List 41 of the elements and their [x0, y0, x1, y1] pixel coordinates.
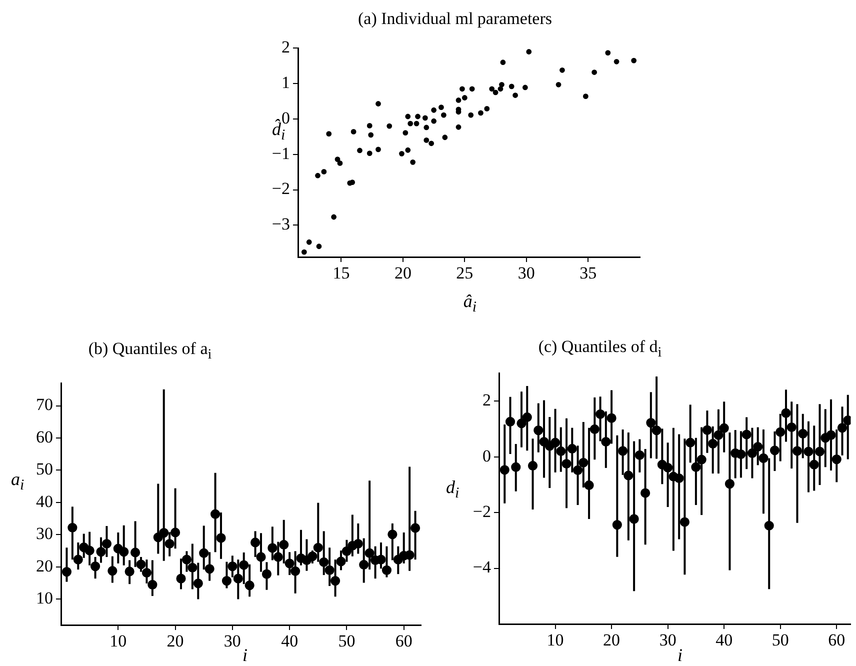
y-tick-label: 2 [282, 38, 290, 57]
x-tick-label: 20 [603, 630, 620, 650]
x-tick-label: 35 [580, 264, 597, 283]
y-tick-label: 0 [482, 446, 491, 466]
chart-title: (c) Quantiles of d$_{i}$ [538, 337, 662, 360]
x-tick-label: 10 [110, 632, 127, 651]
x-tick-label: 30 [224, 632, 241, 651]
y-tick-label: −2 [472, 502, 491, 521]
x-axis-title: i [242, 645, 248, 665]
x-tick-label: 30 [518, 264, 535, 283]
chart-title: (b) Quantiles of a$_{i}$ [88, 339, 212, 362]
y-tick-label: 30 [36, 524, 53, 544]
y-tick-label: −4 [472, 558, 492, 577]
y-tick-label: 40 [36, 492, 53, 511]
x-tick-label: 60 [828, 630, 846, 650]
x-tick-label: 60 [395, 632, 412, 651]
y-tick-label: 50 [36, 460, 53, 479]
x-tick-label: 50 [338, 632, 356, 651]
y-tick-label: 20 [36, 556, 53, 576]
y-tick-label: 70 [36, 395, 53, 414]
x-axis-title: i [677, 645, 683, 665]
y-tick-label: −3 [272, 214, 290, 234]
y-axis-title: d$_{i}$ [446, 477, 460, 502]
y-tick-label: −2 [272, 179, 290, 198]
x-tick-label: 30 [659, 630, 676, 650]
x-tick-label: 20 [166, 632, 184, 651]
x-tick-label: 20 [394, 264, 412, 283]
y-tick-label: 1 [282, 73, 290, 92]
y-tick-label: 10 [36, 588, 53, 608]
x-tick-label: 10 [546, 630, 564, 650]
y-axis-title: a$_{i}$ [11, 469, 24, 494]
x-axis-title: â$_{i}$ [463, 291, 477, 316]
x-tick-label: 40 [716, 630, 733, 650]
y-tick-label: 60 [36, 427, 53, 446]
y-tick-label: −1 [272, 144, 290, 163]
x-tick-label: 50 [772, 630, 789, 650]
y-tick-label: 0 [282, 108, 290, 128]
x-tick-label: 25 [456, 264, 474, 283]
y-tick-label: 2 [482, 390, 491, 410]
x-tick-label: 15 [332, 264, 350, 283]
chart-title: (a) Individual ml parameters [358, 9, 552, 28]
